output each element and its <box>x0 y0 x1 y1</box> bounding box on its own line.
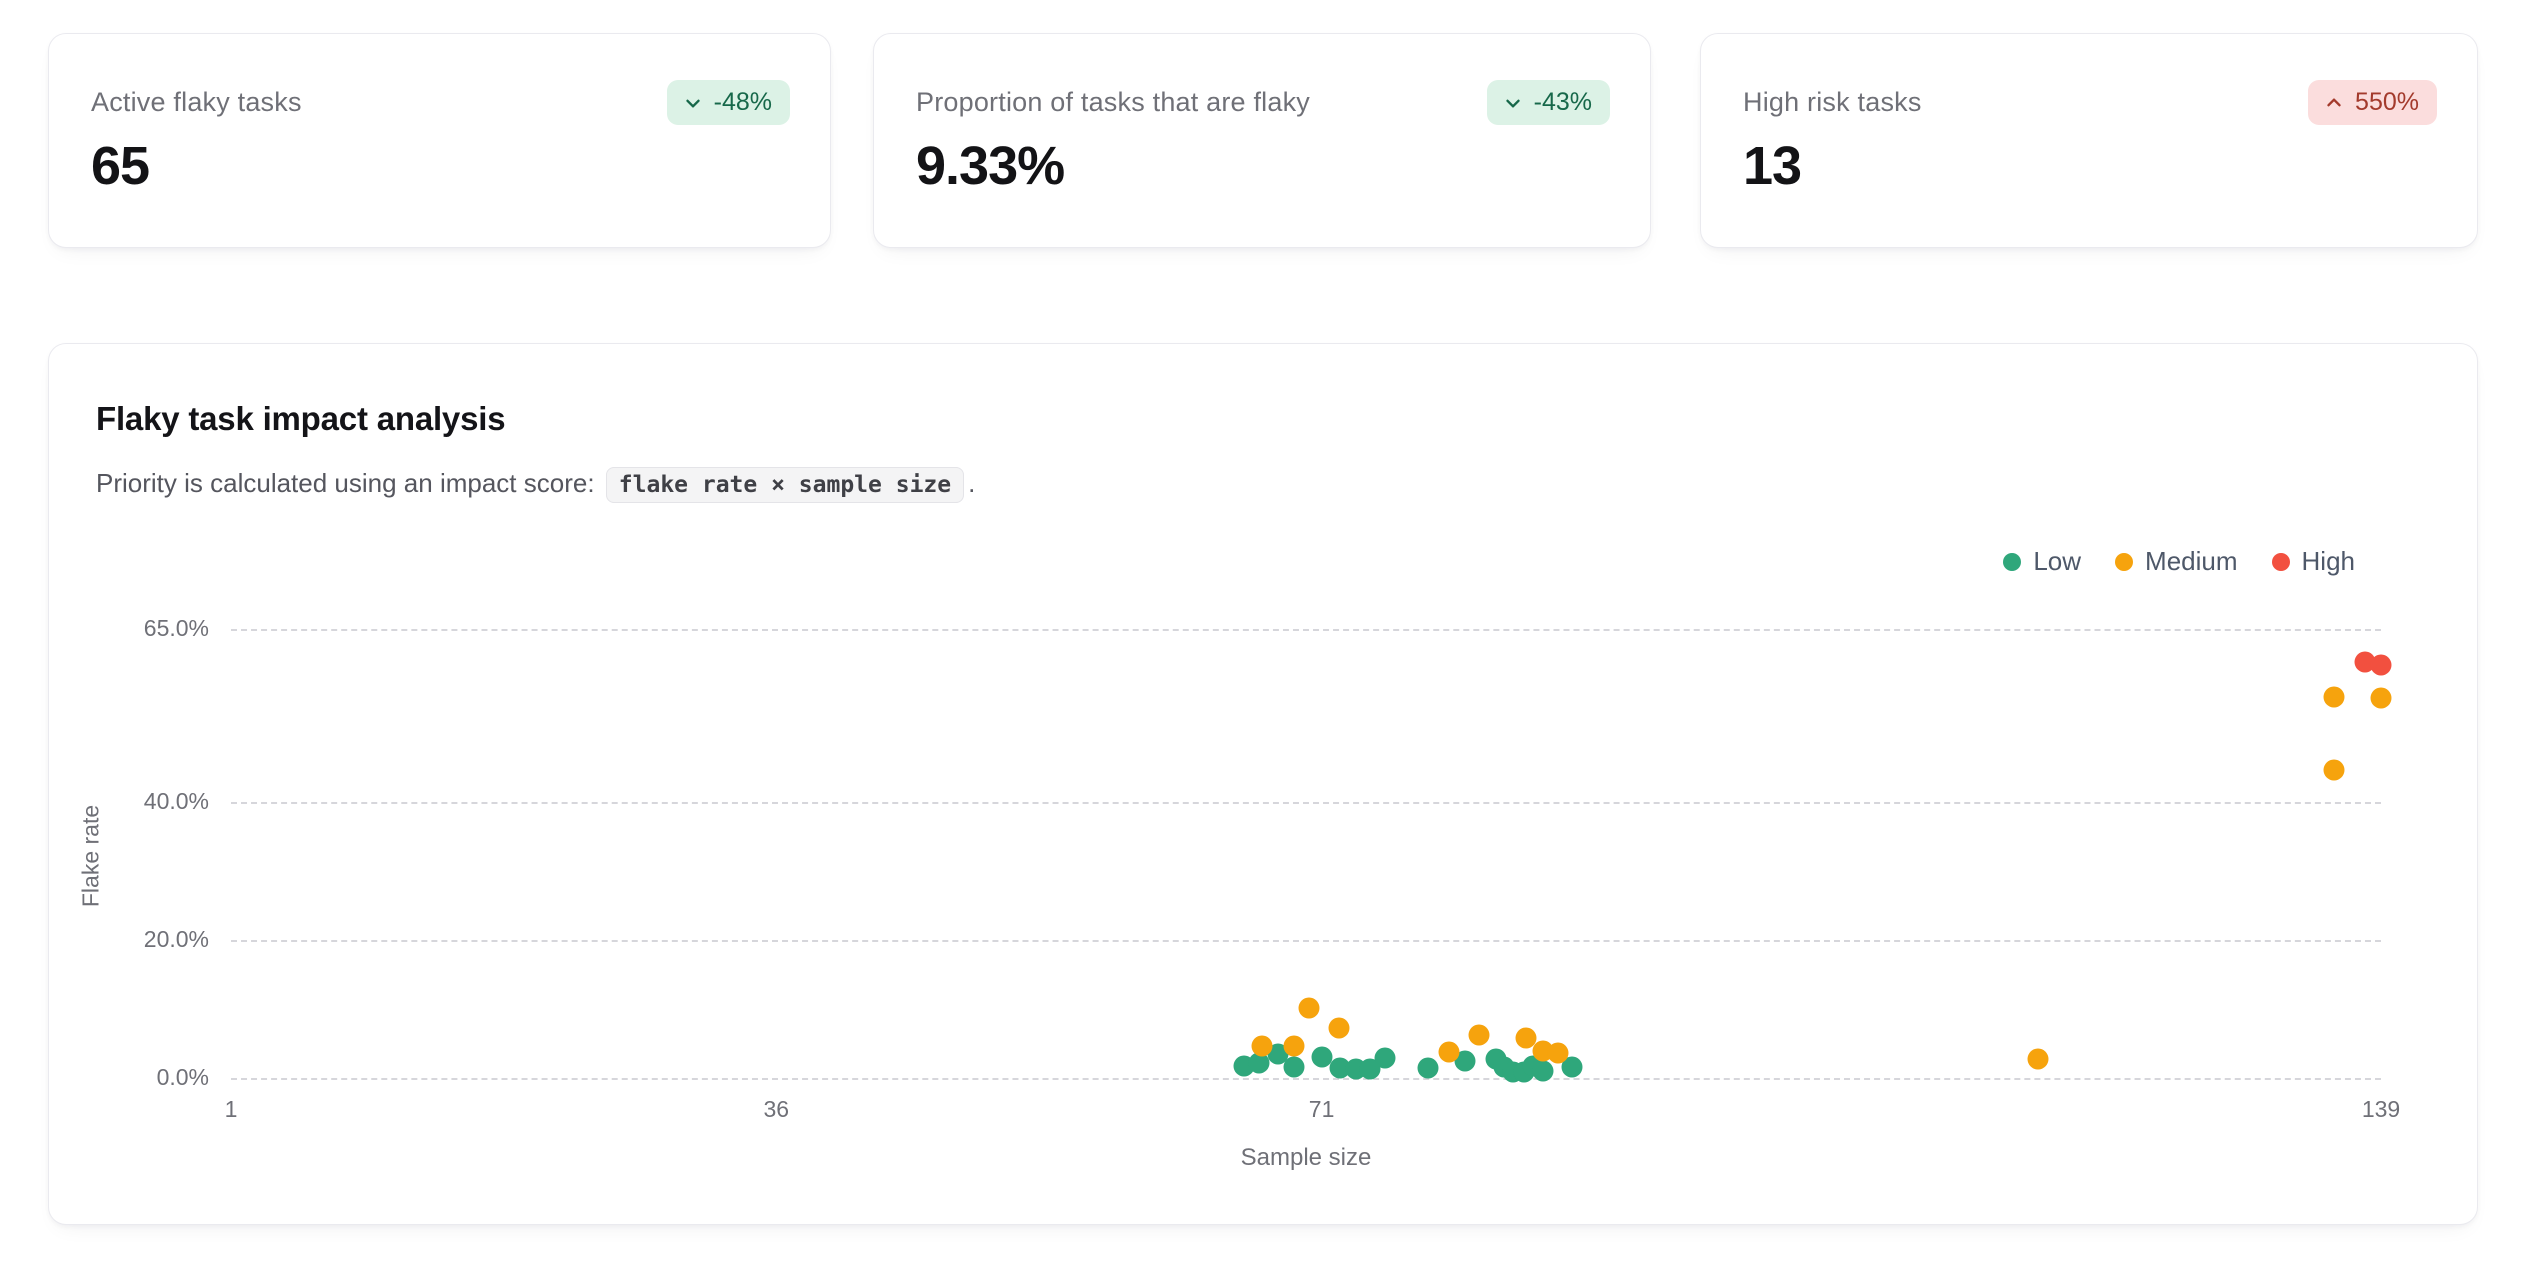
legend-item-high[interactable]: High <box>2271 546 2355 577</box>
kpi-value: 9.33% <box>916 136 1065 196</box>
x-tick-label: 71 <box>1308 1096 1335 1122</box>
subtitle-text: Priority is calculated using an impact s… <box>96 468 602 498</box>
scatter-point-medium[interactable] <box>1298 997 1320 1019</box>
scatter-point-low[interactable] <box>1417 1057 1439 1079</box>
x-tick-label: 1 <box>224 1096 238 1122</box>
chart-subtitle: Priority is calculated using an impact s… <box>96 467 976 503</box>
legend-label: High <box>2301 546 2355 576</box>
kpi-header: Active flaky tasks -48% <box>91 80 790 125</box>
x-tick-label: 36 <box>763 1096 790 1122</box>
scatter-point-medium[interactable] <box>1515 1027 1537 1049</box>
x-tick-label: 139 <box>2361 1096 2401 1122</box>
scatter-point-low[interactable] <box>1283 1056 1305 1078</box>
scatter-point-medium[interactable] <box>1328 1017 1350 1039</box>
y-tick-label: 0.0% <box>156 1063 209 1090</box>
gridline-65.0% <box>231 629 2381 631</box>
chart-legend: Low Medium High <box>2003 546 2355 577</box>
scatter-point-medium[interactable] <box>1468 1024 1490 1046</box>
trend-down-icon <box>1505 99 1520 108</box>
y-axis-title: Flake rate <box>77 804 104 908</box>
kpi-trend-badge: -43% <box>1486 80 1610 125</box>
kpi-header: Proportion of tasks that are flaky -43% <box>916 80 1610 125</box>
scatter-point-medium[interactable] <box>1251 1035 1273 1057</box>
scatter-point-medium[interactable] <box>2370 687 2392 709</box>
gridline-20.0% <box>231 939 2381 942</box>
legend-item-low[interactable]: Low <box>2003 546 2081 577</box>
scatter-point-low[interactable] <box>1532 1060 1554 1082</box>
scatter-point-medium[interactable] <box>2027 1048 2049 1070</box>
kpi-trend-value: 550% <box>2355 88 2419 116</box>
legend-item-medium[interactable]: Medium <box>2115 546 2238 577</box>
chart-title: Flaky task impact analysis <box>96 400 506 437</box>
scatter-point-low[interactable] <box>1561 1056 1583 1078</box>
chart-card: Flaky task impact analysis Priority is c… <box>48 343 2478 1225</box>
legend-label: Medium <box>2145 546 2238 576</box>
kpi-label: Proportion of tasks that are flaky <box>916 87 1310 117</box>
scatter-point-medium[interactable] <box>2323 686 2345 708</box>
trend-up-icon <box>2327 97 2341 106</box>
y-tick-label: 20.0% <box>143 925 209 952</box>
legend-label: Low <box>2033 546 2082 576</box>
kpi-label: Active flaky tasks <box>91 87 302 117</box>
scatter-point-low[interactable] <box>1454 1050 1476 1072</box>
impact-score-formula-chip: flake rate × sample size <box>605 467 965 503</box>
scatter-point-medium[interactable] <box>1547 1042 1569 1064</box>
kpi-label: High risk tasks <box>1743 87 1922 117</box>
scatter-point-low[interactable] <box>1374 1047 1396 1069</box>
kpi-card-high-risk-tasks: High risk tasks 550% 13 <box>1700 33 2478 248</box>
kpi-header: High risk tasks 550% <box>1743 80 2437 125</box>
scatter-point-medium[interactable] <box>1438 1041 1460 1063</box>
y-tick-label: 40.0% <box>143 787 209 814</box>
scatter-point-medium[interactable] <box>2323 759 2345 781</box>
plot-area: 0.0% 20.0% 40.0% 65.0% 1 36 71 139 <box>144 615 2400 1122</box>
kpi-trend-value: -48% <box>713 88 772 116</box>
legend-dot-icon <box>2271 552 2290 571</box>
trend-down-icon <box>685 99 700 108</box>
x-axis-title: Sample size <box>1240 1144 1372 1171</box>
scatter-point-low[interactable] <box>1311 1046 1333 1068</box>
kpi-value: 65 <box>91 136 150 196</box>
scatter-point-high[interactable] <box>2370 654 2392 676</box>
kpi-value: 13 <box>1743 136 1802 196</box>
legend-dot-icon <box>2115 552 2134 571</box>
gridline-40.0% <box>231 801 2381 804</box>
subtitle-period: . <box>968 468 976 498</box>
kpi-card-active-flaky-tasks: Active flaky tasks -48% 65 <box>48 33 831 248</box>
legend-dot-icon <box>2003 552 2022 571</box>
kpi-card-flaky-proportion: Proportion of tasks that are flaky -43% … <box>873 33 1651 248</box>
kpi-trend-badge: 550% <box>2308 80 2437 125</box>
scatter-point-low[interactable] <box>1359 1058 1381 1080</box>
kpi-trend-value: -43% <box>1533 88 1592 116</box>
gridline-0.0% <box>231 1078 2381 1080</box>
y-tick-label: 65.0% <box>143 614 209 641</box>
kpi-trend-badge: -48% <box>666 80 790 125</box>
scatter-point-medium[interactable] <box>1283 1035 1305 1057</box>
scatter-point-low[interactable] <box>1248 1052 1270 1074</box>
